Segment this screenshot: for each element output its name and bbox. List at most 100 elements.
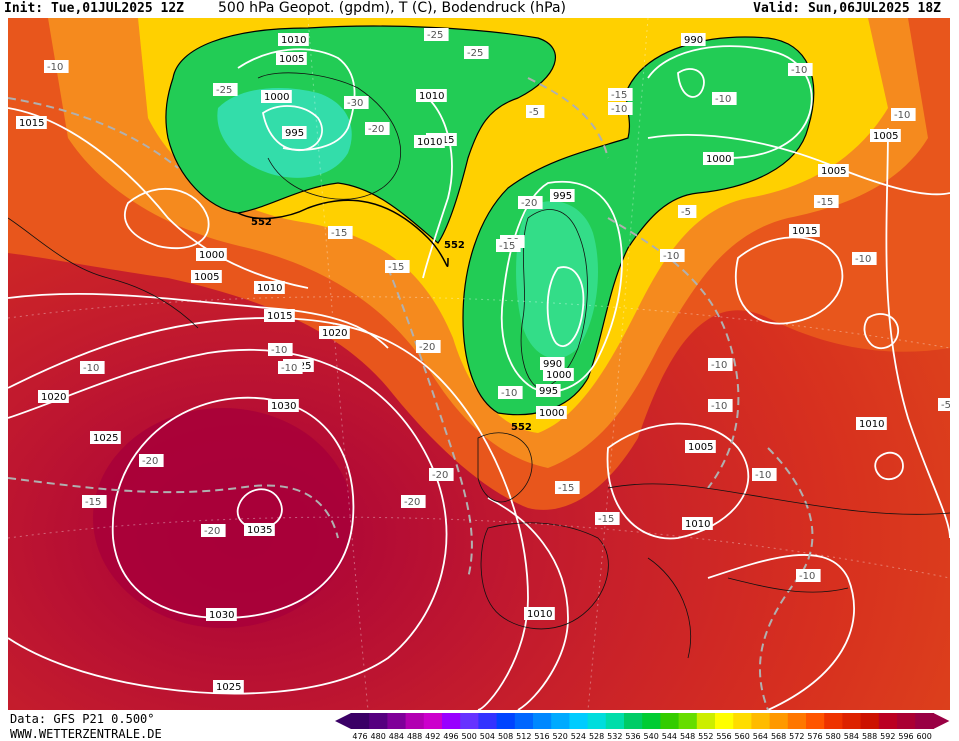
temperature-label-text: -10 (711, 401, 727, 412)
temperature-label: -10 (80, 361, 105, 374)
isobar-label-text: 1015 (19, 118, 44, 129)
grid-lat-b (8, 516, 950, 579)
temperature-label-box (595, 512, 620, 525)
isobar-label: 1015 (789, 224, 820, 237)
isobar-label-box (870, 129, 901, 142)
isobar-label: 1000 (703, 152, 734, 165)
isobar-label: 1000 (196, 248, 227, 261)
scale-level-label: 540 (644, 732, 659, 741)
scale-level-label: 476 (352, 732, 367, 741)
isobar-label-box (244, 523, 275, 536)
temperature-label: -5 (526, 105, 545, 118)
temperature-label-text: -10 (281, 363, 297, 374)
isobar-label: 1010 (278, 33, 309, 46)
isobar-label: 1000 (261, 90, 292, 103)
isobar-label-box (524, 607, 555, 620)
temperature-label: -30 (344, 96, 369, 109)
scale-swatch (678, 713, 698, 729)
scale-level-label: 552 (698, 732, 713, 741)
isobar-label-box (268, 399, 299, 412)
scale-level-label: 564 (753, 732, 768, 741)
isobar-label-box (685, 440, 716, 453)
scale-level-label: 504 (480, 732, 495, 741)
init-time: Init: Tue,01JUL2025 12Z (4, 1, 185, 16)
isobar-label-text: 1000 (706, 154, 731, 165)
temperature-label-box (44, 60, 69, 73)
temperature-label-box (80, 361, 105, 374)
scale-swatch (423, 713, 443, 729)
temperature-label-box (268, 343, 293, 356)
isobar-label-box (206, 608, 237, 621)
scale-labels: 476 480 484 488 492 496 500 504 508 512 516 520 524 5… (352, 732, 931, 741)
scale-swatch (769, 713, 789, 729)
isobar-label-text: 1000 (539, 408, 564, 419)
temperature-label-box (852, 252, 877, 265)
isobar-label-box (196, 248, 227, 261)
isobar-label-text: 1005 (279, 54, 304, 65)
isobar-label-text: 990 (684, 35, 703, 46)
scale-level-label: 600 (917, 732, 932, 741)
temperature-label-text: -10 (799, 571, 815, 582)
isobar-label: 1010 (682, 517, 713, 530)
temperature-label: -10 (852, 252, 877, 265)
temperature-label: -15 (328, 226, 353, 239)
temperature-label-text: -5 (941, 400, 950, 411)
isobar-label: 990 (540, 357, 565, 370)
temperature-label-text: -15 (598, 514, 614, 525)
isobar-label: 1015 (16, 116, 47, 129)
green-trough-greenland (165, 25, 556, 244)
temperature-label: -10 (796, 569, 821, 582)
coast-canada (8, 217, 199, 329)
temperature-label-box (328, 226, 353, 239)
color-scale-legend: 476 480 484 488 492 496 500 504 508 512 516 520 524 5… (335, 713, 950, 741)
temperature-label: -15 (814, 195, 839, 208)
temperature-label-text: -20 (368, 124, 384, 135)
isobar-1010-ring (874, 451, 904, 480)
temperature-label-box (139, 454, 164, 467)
scale-level-label: 588 (862, 732, 877, 741)
cyan-core-scandinavia (516, 201, 598, 359)
isobar-label-box (254, 281, 285, 294)
isobar-label: 1020 (38, 390, 69, 403)
height-label-text: 552 (251, 217, 272, 228)
latlon-grid (8, 18, 950, 710)
contour-552-a (237, 199, 449, 267)
temperature-label-box (82, 495, 107, 508)
scale-level-label: 576 (807, 732, 822, 741)
isobar-label-box (90, 431, 121, 444)
isobar-1005-w (123, 187, 210, 250)
isobar-label-box (213, 680, 244, 693)
height-label-text: 552 (511, 422, 532, 433)
scale-swatch (696, 713, 716, 729)
isobar-label-text: 1035 (247, 525, 272, 536)
temperature-label: -10 (608, 102, 633, 115)
temperature-label-group: -10 -25 -25 -25 -30 -20 -15 -15 -20 -20 -15 -10 -10 -… (44, 28, 950, 582)
forecast-map: 1015 1010 1005 1000 995 1010 1015 1000 1005 1010 1… (8, 18, 950, 710)
isobar-label: 995 (282, 126, 307, 139)
temperature-label-text: -15 (388, 262, 404, 273)
isotherm-f (527, 77, 609, 159)
isobar-label-box (414, 135, 445, 148)
isobar-label-text: 995 (285, 128, 304, 139)
isobar-label: 1035 (244, 523, 275, 536)
isobar-995-n (261, 105, 323, 151)
height-contour-552 (237, 199, 449, 267)
temperature-label-text: -15 (331, 228, 347, 239)
temperature-label: -25 (464, 46, 489, 59)
isobar-label-text: 1010 (257, 283, 282, 294)
scale-swatches (335, 713, 950, 729)
temperature-label-text: -10 (271, 345, 287, 356)
isobar-1010-e (707, 554, 855, 710)
temperature-label-box (416, 340, 441, 353)
isobar-label-box (681, 33, 706, 46)
temperature-label-text: -10 (855, 254, 871, 265)
isobar-label: 995 (536, 384, 561, 397)
height-label: 552 (511, 422, 532, 433)
coast-iberia (480, 522, 609, 630)
scale-swatch (569, 713, 589, 729)
scale-level-label: 488 (407, 732, 422, 741)
scale-swatch (533, 713, 552, 729)
temperature-label-box (526, 105, 545, 118)
isobar-label-box (38, 390, 69, 403)
isobar-label: 1025 (213, 680, 244, 693)
